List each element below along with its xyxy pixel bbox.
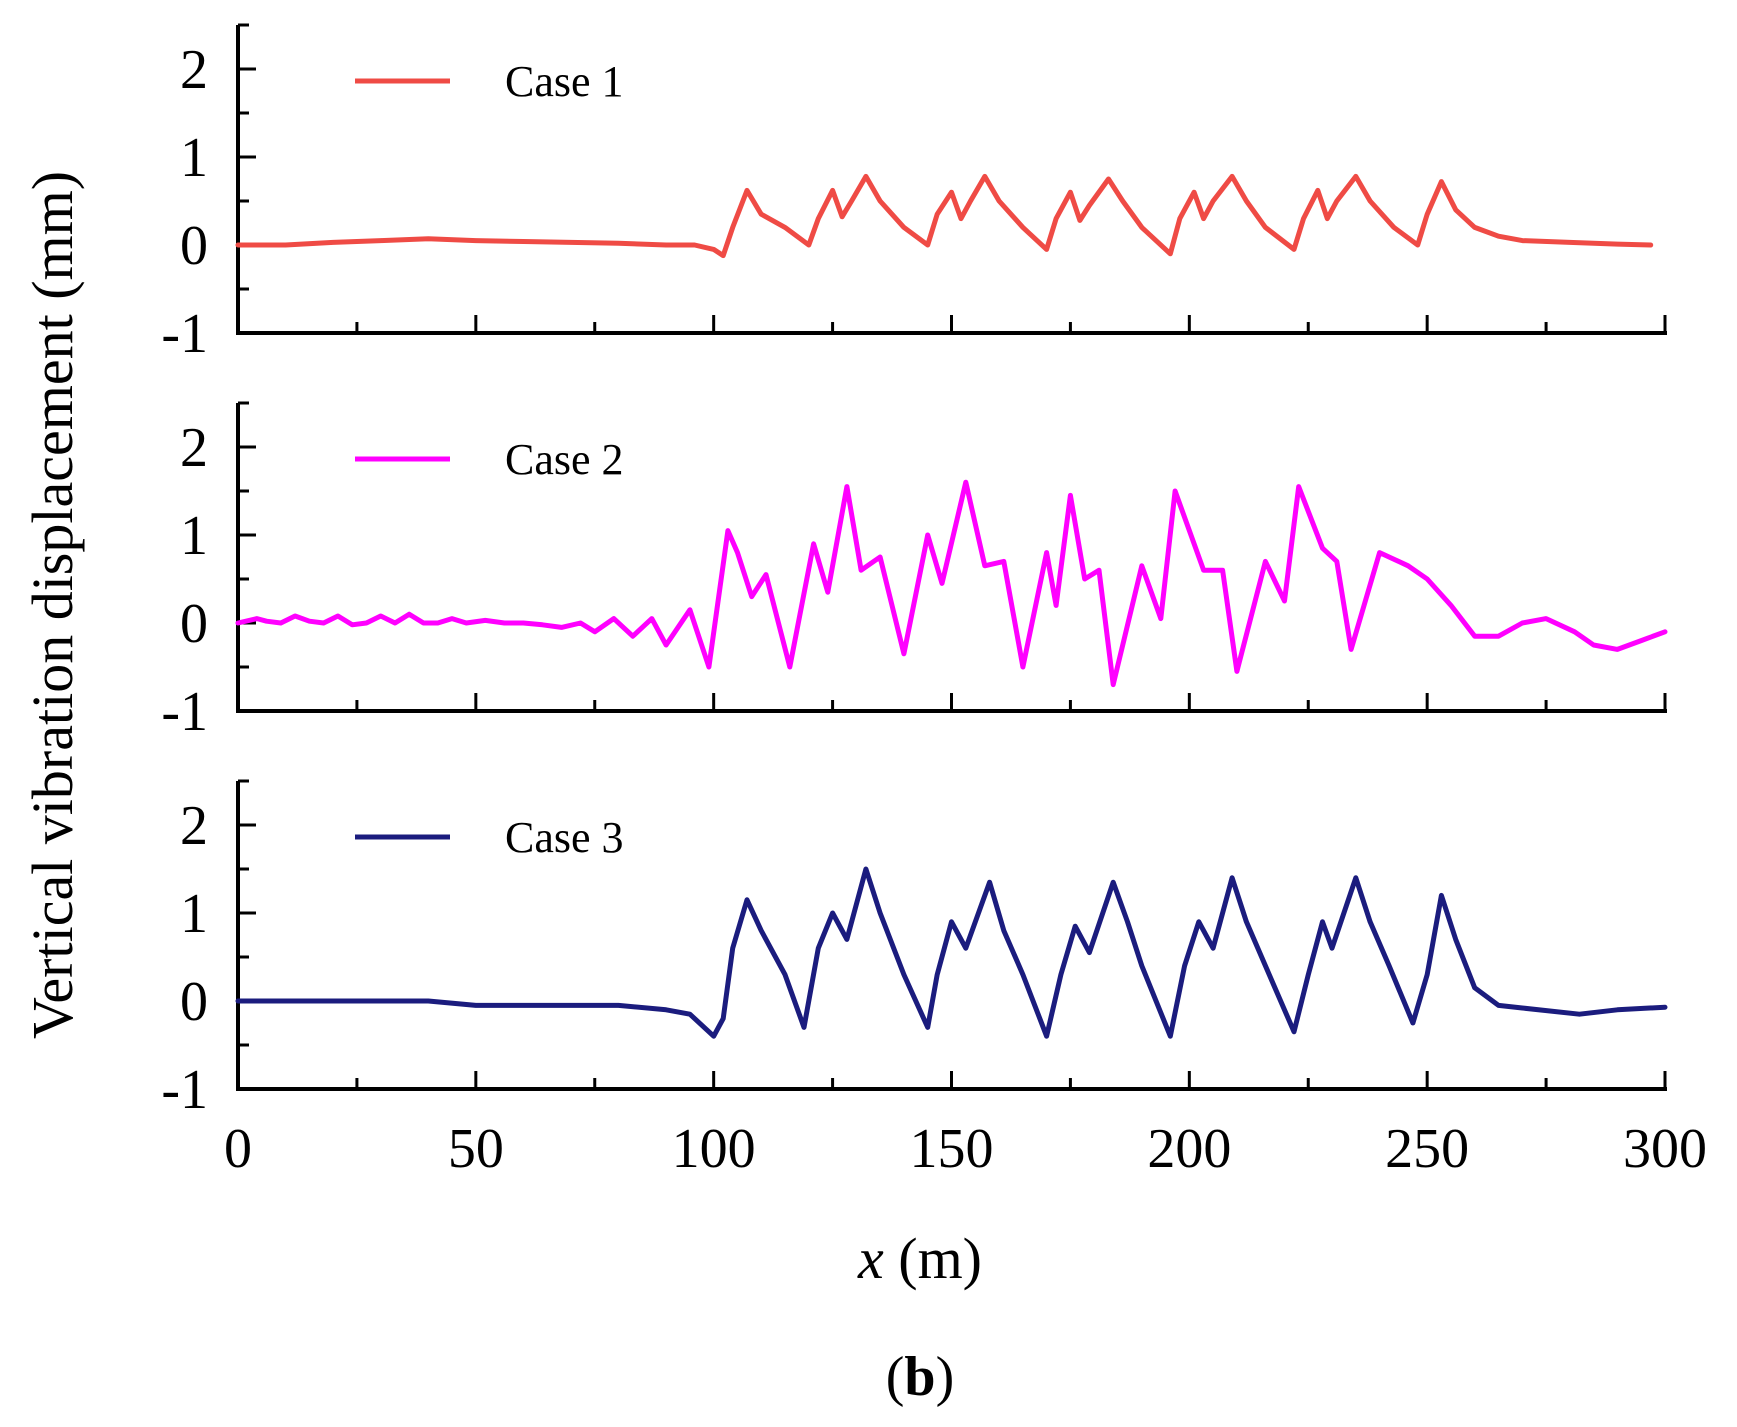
y-tick-label: 2 [180,417,208,479]
y-axis-title: Vertical vibration displacement (mm) [20,171,85,1039]
x-tick-label: 250 [1385,1118,1469,1180]
y-tick-label: 0 [180,215,208,277]
y-tick-label: 1 [180,127,208,189]
chart-panels: -1 0 1 2 Case 1 -1 0 1 2 Case 2 -1 0 1 2 0 50 100 150 200 2… [161,23,1707,1180]
panel-label-close: ) [936,1346,955,1408]
x-tick-label: 50 [448,1118,504,1180]
legend-label: Case 3 [505,813,624,862]
x-axis-unit: (m) [884,1226,982,1291]
panel-case-2: -1 0 1 2 Case 2 [161,401,1668,743]
series-line-case-3 [235,866,1668,1039]
y-tick-label: 0 [180,971,208,1033]
y-tick-label: 0 [180,593,208,655]
series-line-case-1 [235,173,1654,259]
panel-label: (b) [886,1346,954,1408]
legend-label: Case 1 [505,57,624,106]
x-tick-label: 100 [672,1118,756,1180]
x-tick-label: 150 [910,1118,994,1180]
x-axis-variable: x [857,1226,884,1291]
y-tick-label: 1 [180,883,208,945]
series-line-case-2 [235,479,1668,688]
panel-label-letter: b [904,1346,935,1408]
y-tick-label: -1 [161,1059,208,1121]
y-tick-label: 1 [180,505,208,567]
x-tick-label: 200 [1147,1118,1231,1180]
y-tick-label: 2 [180,39,208,101]
panel-case-1: -1 0 1 2 Case 1 [161,23,1667,365]
y-tick-label: -1 [161,303,208,365]
panel-label-open: ( [886,1346,905,1408]
x-axis-title: x (m) [857,1226,982,1291]
x-tick-label: 0 [224,1118,252,1180]
legend-label: Case 2 [505,435,624,484]
panel-case-3: -1 0 1 2 0 50 100 150 200 250 300 Case 3 [161,779,1707,1180]
x-tick-label: 300 [1623,1118,1707,1180]
y-tick-label: 2 [180,795,208,857]
y-tick-label: -1 [161,681,208,743]
